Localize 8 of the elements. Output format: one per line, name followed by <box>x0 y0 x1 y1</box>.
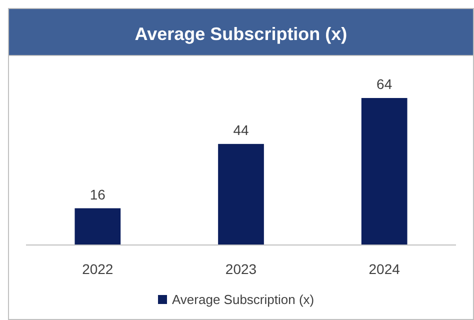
x-tick-label: 2024 <box>368 261 400 277</box>
data-label: 44 <box>233 122 249 138</box>
chart-title: Average Subscription (x) <box>134 24 348 44</box>
x-tick-label: 2023 <box>225 261 257 277</box>
data-label: 16 <box>90 186 106 202</box>
legend-label: Average Subscription (x) <box>172 292 314 307</box>
x-tick-label: 2022 <box>82 261 114 277</box>
data-label: 64 <box>376 76 392 92</box>
